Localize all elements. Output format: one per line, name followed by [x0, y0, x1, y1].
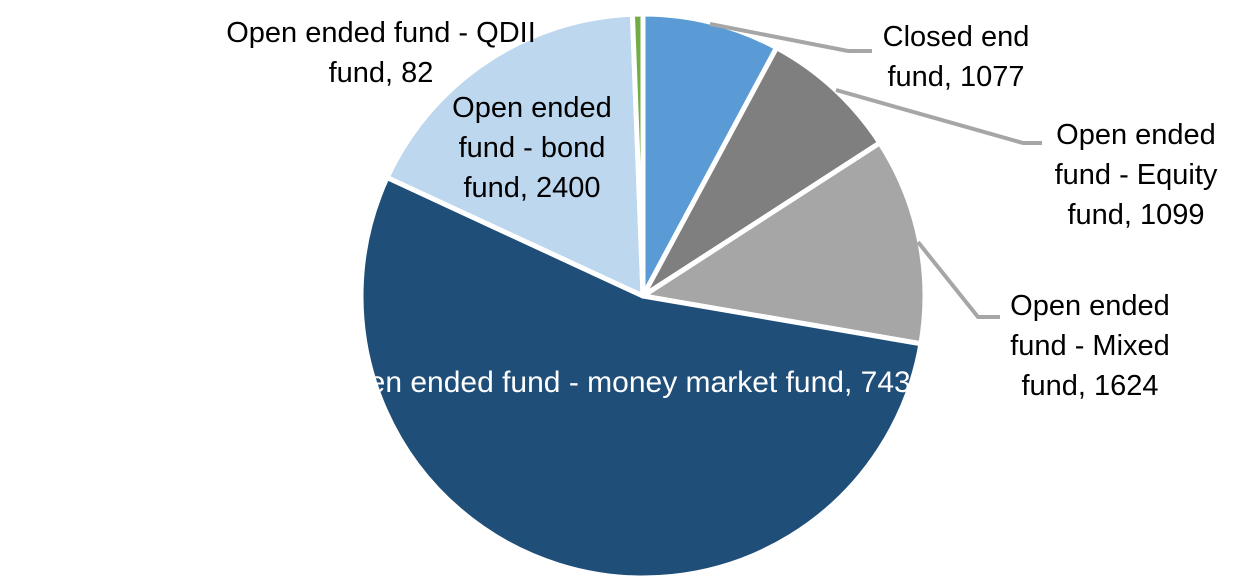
label-line: Open ended fund -	[328, 366, 579, 399]
label-line: Open ended	[1010, 290, 1170, 322]
label-line: Open ended fund - QDII	[226, 17, 536, 49]
leader-line-closed-end-fund	[709, 22, 872, 53]
label-line: Open ended	[452, 92, 612, 124]
label-line: Closed end	[882, 21, 1030, 53]
label-line: fund, 1624	[1021, 370, 1159, 402]
label-open-ended-qdii-fund: Open ended fund - QDII fund, 82	[226, 13, 536, 93]
label-closed-end-fund: Closed end fund, 1077	[883, 17, 1030, 97]
label-line: fund - bond	[458, 132, 606, 164]
label-line: fund - Mixed	[1010, 330, 1170, 362]
label-line: 7432	[860, 366, 928, 399]
label-open-ended-equity-fund: Open ended fund - Equity fund, 1099	[1055, 115, 1218, 235]
label-line: Open ended	[1056, 119, 1216, 151]
label-open-ended-money-market-fund: Open ended fund - money market fund, 743…	[329, 363, 928, 403]
pie-slice-open-ended-money-market-fund	[358, 175, 924, 581]
label-line: fund, 1099	[1067, 199, 1205, 231]
label-line: fund, 2400	[463, 172, 601, 204]
label-open-ended-bond-fund: Open ended fund - bond fund, 2400	[452, 88, 612, 208]
pie-slice-open-ended-bond-fund	[384, 11, 646, 299]
pie-slices-group	[358, 11, 928, 581]
leader-line-open-ended-mixed-fund	[916, 240, 1000, 319]
label-line: fund, 82	[328, 57, 434, 89]
pie-slice-open-ended-mixed-fund	[640, 140, 928, 347]
label-line: fund, 1077	[887, 61, 1025, 93]
leader-line-open-ended-equity-fund	[835, 88, 1042, 145]
label-open-ended-mixed-fund: Open ended fund - Mixed fund, 1624	[1010, 286, 1170, 406]
label-line: fund - Equity	[1054, 159, 1218, 191]
pie-slice-open-ended-equity-fund	[640, 45, 883, 299]
pie-slice-open-ended-qdii-fund	[629, 11, 646, 299]
label-line: money market fund,	[587, 366, 853, 399]
